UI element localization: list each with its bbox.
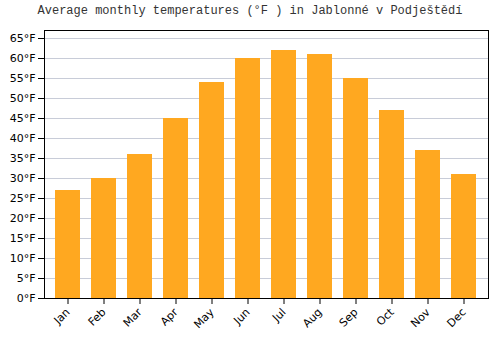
svg-text:Sep: Sep [337,306,361,330]
svg-text:65°F: 65°F [10,32,36,45]
svg-text:0°F: 0°F [17,292,36,305]
svg-text:25°F: 25°F [10,192,36,205]
svg-text:Nov: Nov [408,305,433,330]
svg-text:60°F: 60°F [10,52,36,65]
svg-text:35°F: 35°F [10,152,36,165]
svg-text:15°F: 15°F [10,232,36,245]
svg-text:45°F: 45°F [10,112,36,125]
svg-text:30°F: 30°F [10,172,36,185]
html-text:Average monthly temperatures (: Average monthly temperatures (°F ) in Ja… [37,4,463,18]
svg-text:40°F: 40°F [10,132,36,145]
svg-text:Mar: Mar [121,305,145,329]
svg-text:Apr: Apr [158,305,181,328]
svg-text:10°F: 10°F [10,252,36,265]
svg-text:5°F: 5°F [17,272,36,285]
svg-text:Aug: Aug [300,306,324,330]
svg-text:Jun: Jun [231,306,253,328]
svg-text:Jul: Jul [269,306,288,325]
svg-text:20°F: 20°F [10,212,36,225]
svg-text:55°F: 55°F [10,72,36,85]
svg-text:Jan: Jan [51,306,73,328]
svg-text:50°F: 50°F [10,92,36,105]
svg-text:Oct: Oct [374,305,397,328]
svg-text:May: May [191,305,217,331]
svg-text:Feb: Feb [86,306,109,329]
svg-text:Dec: Dec [444,306,468,330]
